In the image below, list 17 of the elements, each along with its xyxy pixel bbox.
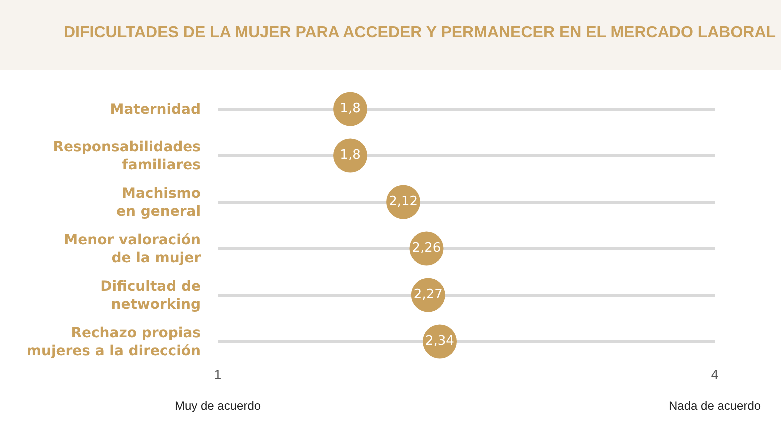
y-tick-label: Responsabilidades familiares — [53, 140, 201, 174]
y-tick-label: Menor valoración de la mujer — [64, 232, 202, 267]
y-tick-label: Maternidad — [110, 102, 201, 118]
data-label: 1,8 — [340, 102, 361, 116]
text: Muy de acuerdo — [175, 399, 262, 413]
data-label: 2,27 — [414, 288, 443, 302]
x-tick-label: 4 — [711, 367, 719, 382]
data-label: 1,8 — [340, 148, 361, 163]
y-tick-label: Rechazo propias mujeres a la dirección — [26, 326, 201, 360]
text: Nada de acuerdo — [669, 399, 762, 413]
data-label: 2,12 — [389, 194, 418, 210]
data-label: 2,26 — [412, 241, 442, 256]
chart-title: DIFICULTADES DE LA MUJER PARA ACCEDER Y PERMANECER EN EL MERCADO LABORAL — [64, 24, 776, 42]
y-tick-label: Machismo en general — [116, 186, 202, 220]
data-label: 2,34 — [426, 334, 454, 349]
y-tick-label: Dificultad de networking — [100, 279, 201, 314]
x-tick-label: 1 — [214, 367, 222, 382]
